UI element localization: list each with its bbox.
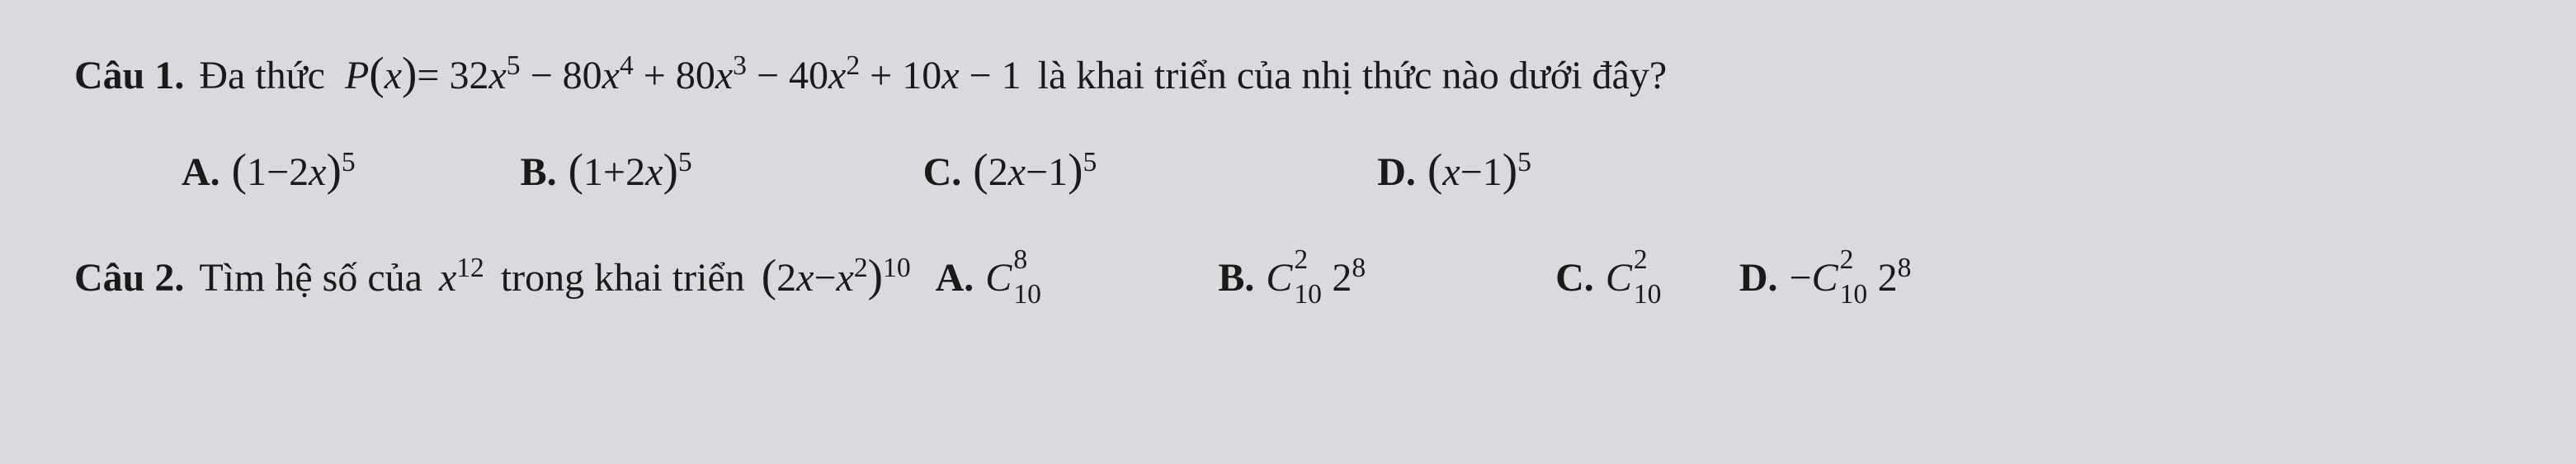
q2-stem-b: trong khai triển	[501, 250, 745, 305]
q2-stem-a: Tìm hệ số của	[199, 250, 422, 305]
q2-var: x12	[439, 250, 484, 305]
q2-label: Câu 2.	[74, 250, 184, 305]
q1-options: A. (1−2x)5 B. (1+2x)5 C. (2x−1)5 D. (x−1…	[74, 138, 2502, 201]
question-2: Câu 2. Tìm hệ số của x12 trong khai triể…	[74, 244, 2502, 307]
question-1: Câu 1. Đa thức P(x)= 32x5 − 80x4 + 80x3 …	[74, 41, 2502, 202]
q1-stem-prefix: Đa thức	[199, 48, 325, 103]
q1-poly: P(x)= 32x5 − 80x4 + 80x3 − 40x2 + 10x − …	[345, 41, 1021, 105]
q1-stem-suffix: là khai triển của nhị thức nào dưới đây?	[1038, 48, 1668, 103]
q1-label: Câu 1.	[74, 48, 184, 103]
q1-option-a: A. (1−2x)5	[182, 138, 356, 201]
q2-option-a: A. C810	[936, 250, 1012, 305]
q1-option-d: D. (x−1)5	[1377, 138, 1531, 201]
q2-expr: (2x−x2)10	[762, 244, 911, 307]
q2-option-c: C. C210	[1555, 250, 1632, 305]
q2-option-b: B. C21028	[1218, 250, 1366, 305]
q1-option-b: B. (1+2x)5	[521, 138, 692, 201]
q2-stem: Câu 2. Tìm hệ số của x12 trong khai triể…	[74, 244, 2502, 307]
q2-option-d: D. −C21028	[1739, 250, 1912, 305]
q1-option-c: C. (2x−1)5	[923, 138, 1097, 201]
q1-stem: Câu 1. Đa thức P(x)= 32x5 − 80x4 + 80x3 …	[74, 41, 2502, 105]
